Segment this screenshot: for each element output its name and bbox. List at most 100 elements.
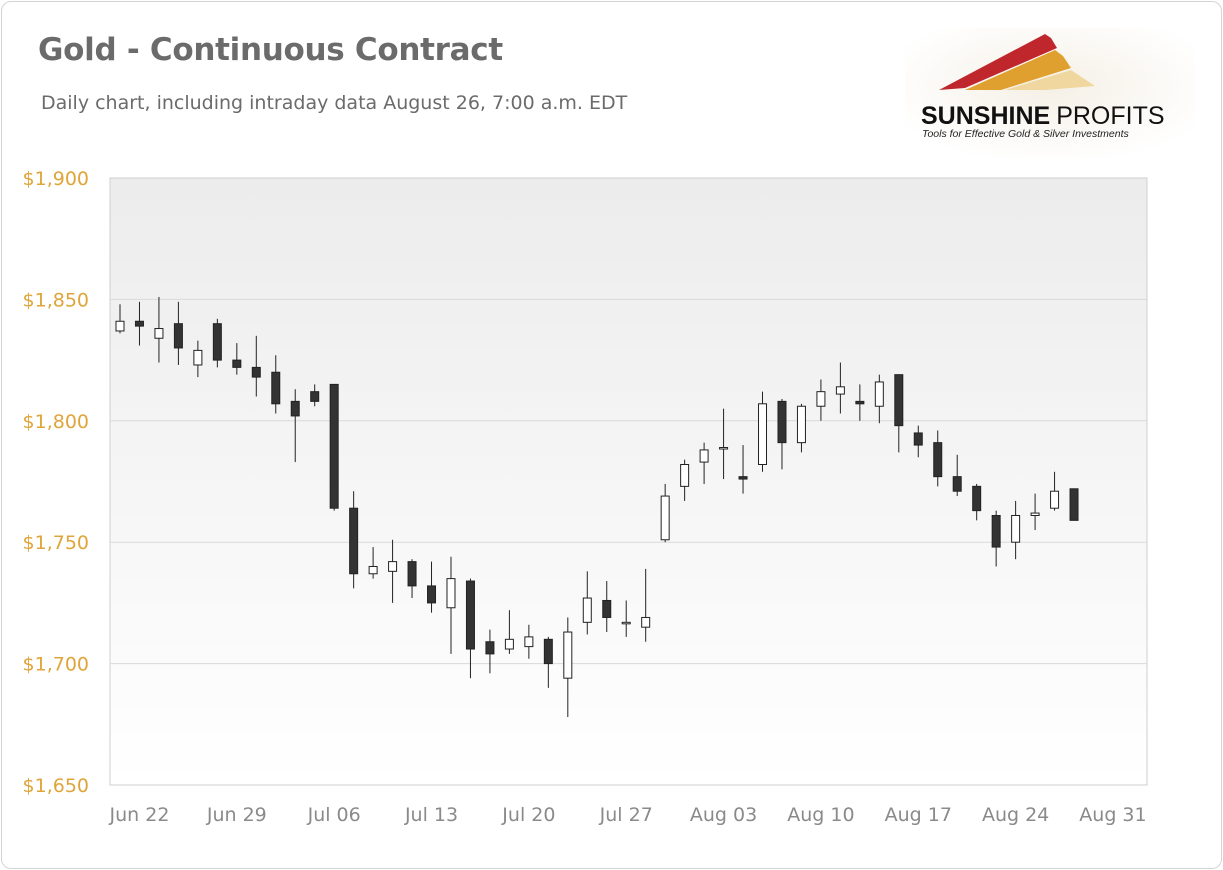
candle bbox=[991, 510, 1001, 567]
candle bbox=[193, 340, 203, 378]
x-axis: Jun 22 Jun 29 Jul 06 Jul 13 Jul 20 Jul 27 Aug … bbox=[109, 804, 1147, 826]
candle-body bbox=[349, 507, 359, 575]
candle-body bbox=[193, 349, 203, 366]
candle-body bbox=[796, 405, 806, 444]
candle bbox=[212, 318, 222, 368]
logo-tagline: Tools for Effective Gold & Silver Invest… bbox=[922, 128, 1130, 140]
candle bbox=[232, 343, 242, 375]
candle bbox=[913, 425, 923, 458]
y-tick-label: $1,850 bbox=[23, 289, 89, 311]
candle bbox=[368, 547, 378, 579]
candle-body bbox=[427, 585, 437, 604]
candle bbox=[524, 624, 534, 659]
candle bbox=[504, 610, 514, 654]
candle-body bbox=[407, 561, 417, 587]
candle bbox=[835, 362, 845, 414]
x-tick-label: Jul 27 bbox=[599, 804, 653, 826]
x-tick-label: Jun 22 bbox=[109, 804, 170, 826]
candle bbox=[816, 379, 826, 421]
candle-body bbox=[913, 432, 923, 446]
candle-body bbox=[232, 359, 242, 368]
logo-swoosh-red bbox=[939, 34, 1057, 90]
candle-body bbox=[329, 383, 339, 509]
candle bbox=[134, 301, 144, 346]
candle-body bbox=[465, 580, 475, 650]
y-tick-label: $1,750 bbox=[23, 532, 89, 554]
candle-body bbox=[134, 320, 144, 327]
candle bbox=[582, 571, 592, 635]
logo-wordmark: SUNSHINE PROFITS bbox=[921, 102, 1165, 130]
candle bbox=[894, 374, 904, 453]
candle-body bbox=[660, 495, 670, 541]
candle bbox=[1069, 488, 1079, 521]
x-tick-label: Aug 17 bbox=[885, 804, 952, 826]
x-tick-label: Aug 24 bbox=[982, 804, 1049, 826]
candle-body bbox=[485, 641, 495, 655]
x-tick-label: Aug 10 bbox=[787, 804, 854, 826]
candle bbox=[446, 556, 456, 654]
y-axis: $1,650 $1,700 $1,750 $1,800 $1,850 $1,900 bbox=[23, 168, 89, 797]
candle bbox=[796, 403, 806, 453]
candle-body bbox=[1050, 490, 1060, 509]
candle bbox=[290, 389, 300, 463]
logo-word-profits: PROFITS bbox=[1056, 102, 1164, 130]
candle bbox=[465, 578, 475, 679]
candle bbox=[602, 581, 612, 633]
candle-body bbox=[680, 464, 690, 487]
candle-body bbox=[504, 638, 514, 650]
candle bbox=[641, 568, 651, 642]
candle bbox=[310, 384, 320, 407]
candle-body bbox=[310, 391, 320, 402]
candle-body bbox=[641, 616, 651, 628]
candle bbox=[758, 391, 768, 472]
candle bbox=[952, 454, 962, 497]
chart-title: Gold - Continuous Contract bbox=[38, 32, 503, 68]
y-tick-label: $1,700 bbox=[23, 654, 89, 676]
x-tick-label: Jul 20 bbox=[501, 804, 555, 826]
candle-body bbox=[173, 323, 183, 349]
candle-body bbox=[699, 449, 709, 463]
candle-body bbox=[621, 621, 631, 625]
logo-swoosh-orange bbox=[965, 50, 1071, 90]
candle bbox=[1030, 493, 1040, 531]
logo-swoosh-gold bbox=[1005, 70, 1095, 90]
y-tick-label: $1,800 bbox=[23, 411, 89, 433]
candle-body bbox=[835, 386, 845, 395]
candle-body bbox=[952, 476, 962, 492]
candle bbox=[933, 430, 943, 487]
x-tick-label: Aug 31 bbox=[1079, 804, 1146, 826]
candle bbox=[719, 408, 729, 480]
x-tick-label: Jul 13 bbox=[404, 804, 458, 826]
candle-body bbox=[602, 599, 612, 618]
candle bbox=[543, 636, 553, 688]
candle-body bbox=[777, 400, 787, 444]
candle bbox=[154, 296, 164, 363]
candle bbox=[271, 355, 281, 414]
candle bbox=[1011, 500, 1021, 560]
candle-body bbox=[719, 447, 729, 450]
candle-body bbox=[368, 565, 378, 575]
candle bbox=[115, 304, 125, 334]
candle bbox=[660, 483, 670, 543]
candle-body bbox=[290, 400, 300, 417]
candle-body bbox=[1011, 514, 1021, 543]
y-tick-label: $1,900 bbox=[23, 168, 89, 190]
sunshine-profits-logo: SUNSHINE PROFITS Tools for Effective Gold… bbox=[905, 28, 1195, 158]
candles bbox=[115, 296, 1079, 718]
plot-area bbox=[109, 177, 1148, 786]
candle-body bbox=[251, 366, 261, 378]
candle-body bbox=[154, 328, 164, 339]
candle-body bbox=[563, 631, 573, 679]
candle-body bbox=[115, 320, 125, 332]
candle bbox=[680, 459, 690, 501]
candle bbox=[1050, 471, 1060, 511]
candle-body bbox=[212, 323, 222, 361]
candle bbox=[972, 483, 982, 521]
x-tick-label: Jul 06 bbox=[307, 804, 361, 826]
x-tick-label: Jun 29 bbox=[206, 804, 267, 826]
candle-body bbox=[271, 371, 281, 405]
grid-lines bbox=[110, 298, 1147, 665]
candle-body bbox=[543, 638, 553, 665]
candle bbox=[738, 445, 748, 494]
candle-body bbox=[582, 597, 592, 623]
